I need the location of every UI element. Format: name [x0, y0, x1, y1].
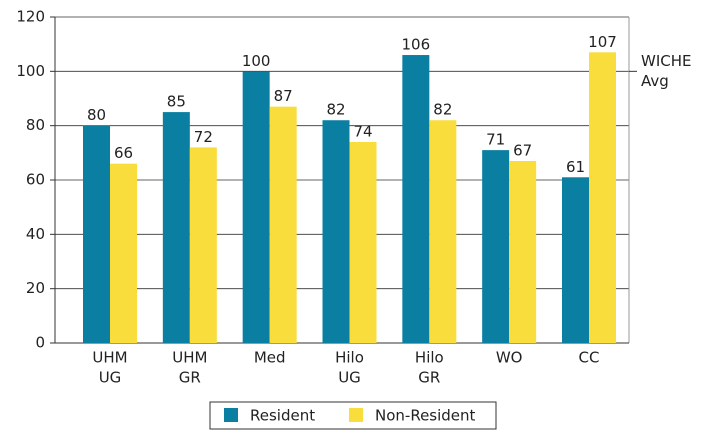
bar [242, 71, 270, 343]
legend-label: Non-Resident [375, 407, 476, 425]
x-tick-label: Hilo [415, 349, 444, 367]
y-tick-label: 0 [35, 334, 45, 352]
value-label: 82 [326, 101, 345, 119]
bar [269, 106, 297, 344]
legend-swatch [224, 408, 238, 422]
x-tick-label: UHM [92, 349, 127, 367]
value-label: 61 [566, 158, 585, 176]
value-label: 72 [194, 128, 213, 146]
bar [482, 150, 510, 343]
bar [562, 177, 589, 343]
bar [83, 125, 110, 344]
legend-label: Resident [250, 407, 315, 425]
legend-swatch [349, 408, 363, 422]
value-label: 100 [242, 52, 271, 70]
y-tick-label: 40 [26, 225, 45, 243]
x-tick-label: Med [254, 349, 286, 367]
bar [509, 160, 537, 343]
value-label: 107 [588, 33, 617, 51]
x-tick-label: UG [99, 369, 122, 387]
bar [322, 120, 350, 343]
x-tick-label: WO [496, 349, 523, 367]
y-tick-label: 100 [16, 62, 45, 80]
y-tick-label: 20 [26, 279, 45, 297]
bar [110, 163, 137, 343]
bar [349, 141, 377, 343]
y-tick-label: 80 [26, 116, 45, 134]
x-tick-label: CC [579, 349, 600, 367]
value-label: 82 [433, 101, 452, 119]
bar [589, 52, 616, 344]
reference-label: Avg [641, 72, 669, 90]
bar [429, 120, 457, 343]
x-tick-label: UG [338, 369, 361, 387]
y-tick-label: 120 [16, 8, 45, 26]
value-label: 71 [486, 131, 505, 149]
legend-box [209, 401, 497, 430]
x-tick-label: GR [179, 369, 201, 387]
y-tick-label: 60 [26, 171, 45, 189]
x-tick-label: GR [418, 369, 440, 387]
value-label: 66 [114, 144, 133, 162]
value-label: 87 [274, 87, 293, 105]
value-label: 80 [87, 106, 106, 124]
value-label: 67 [513, 141, 532, 159]
bar [189, 147, 217, 343]
value-label: 74 [353, 122, 372, 140]
value-label: 85 [167, 93, 186, 111]
bar [402, 55, 430, 344]
reference-label: WICHE [641, 52, 692, 70]
value-label: 106 [402, 36, 431, 54]
bar [162, 112, 190, 343]
x-tick-label: UHM [172, 349, 207, 367]
x-tick-label: Hilo [335, 349, 364, 367]
